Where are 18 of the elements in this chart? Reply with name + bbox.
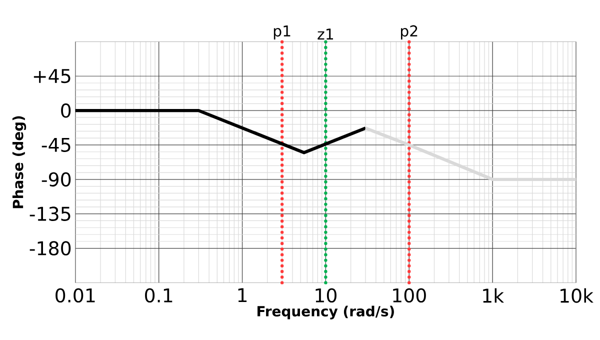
y-tick-label: -45 — [42, 138, 70, 152]
y-tick-label: -90 — [42, 172, 71, 187]
y-tick-label: -180 — [30, 241, 71, 256]
x-tick-label: 0.01 — [56, 288, 95, 303]
x-axis-title: Frequency (rad/s) — [258, 306, 394, 320]
x-tick-label: 100 — [393, 288, 426, 303]
x-tick-label: 1 — [238, 288, 247, 302]
x-tick-label: 1k — [483, 288, 504, 303]
y-tick-label: +45 — [34, 69, 70, 84]
x-tick-label: 0.1 — [145, 288, 172, 303]
x-tick-label: 10k — [560, 288, 594, 303]
x-tick-label: 10 — [316, 288, 336, 303]
y-axis-title: Phase (deg) — [12, 116, 26, 208]
ref-line-label: z1 — [318, 28, 333, 40]
ref-line-label: p2 — [400, 25, 418, 40]
ref-line-label: p1 — [274, 26, 290, 40]
y-tick-label: 0 — [61, 103, 71, 118]
y-tick-label: -135 — [30, 206, 70, 221]
